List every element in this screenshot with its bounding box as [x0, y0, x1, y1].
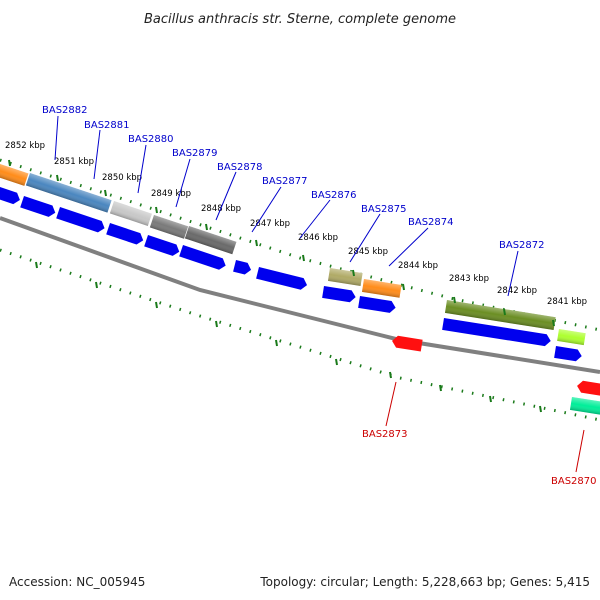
- gene-label-forward[interactable]: BAS2882: [42, 105, 88, 116]
- cds-arrow: [233, 260, 252, 275]
- kbp-label: 2844 kbp: [398, 261, 438, 271]
- genome-backbone: [0, 216, 600, 374]
- leader-line: [175, 158, 191, 208]
- leader-line: [575, 429, 585, 473]
- kbp-label: 2849 kbp: [151, 189, 191, 199]
- outer-major-tick: [503, 308, 506, 316]
- inner-major-tick: [439, 384, 442, 392]
- inner-major-tick: [95, 281, 98, 289]
- outer-major-tick: [155, 206, 158, 214]
- gene-label-forward[interactable]: BAS2874: [408, 217, 454, 228]
- inner-major-tick: [489, 395, 492, 403]
- inner-major-tick: [389, 371, 392, 379]
- cds-arrow: [0, 185, 20, 205]
- feature-block-steelblue: [25, 173, 112, 213]
- cds-track: [0, 185, 582, 362]
- kbp-label: 2842 kbp: [497, 286, 537, 296]
- feature-track: [0, 162, 586, 346]
- inner-tick-track: [0, 248, 600, 422]
- outer-major-tick: [255, 239, 258, 247]
- forward-gene-labels: BAS2882 BAS2881 BAS2880 BAS2879 BAS2878 …: [42, 105, 545, 297]
- leader-line: [54, 115, 59, 161]
- outer-major-tick: [453, 296, 456, 304]
- gene-label-forward[interactable]: BAS2878: [217, 162, 263, 173]
- feature-block-lime: [557, 329, 586, 346]
- kbp-label: 2843 kbp: [449, 274, 489, 284]
- accession-text: Accession: NC_005945: [9, 575, 145, 589]
- inner-major-tick: [155, 301, 158, 309]
- leader-line: [507, 250, 519, 297]
- leader-line: [388, 227, 429, 267]
- kbp-label: 2846 kbp: [298, 233, 338, 243]
- cds-arrow: [322, 286, 356, 303]
- kbp-label: 2852 kbp: [5, 141, 45, 151]
- outer-major-tick: [205, 223, 208, 231]
- inner-major-tick: [275, 339, 278, 347]
- cds-arrow: [442, 318, 551, 347]
- cds-arrow: [20, 196, 56, 217]
- map-title: Bacillus anthracis str. Sterne, complete…: [144, 12, 456, 27]
- leader-line: [385, 381, 397, 427]
- gene-label-forward[interactable]: BAS2877: [262, 176, 308, 187]
- outer-major-tick: [302, 254, 305, 262]
- gene-label-forward[interactable]: BAS2879: [172, 148, 218, 159]
- gene-label-forward[interactable]: BAS2876: [311, 190, 357, 201]
- gene-label-forward[interactable]: BAS2881: [84, 120, 130, 131]
- reverse-feature-track: [392, 335, 600, 416]
- feature-block-khaki: [327, 268, 363, 287]
- feature-block-olive: [444, 300, 556, 331]
- gene-label-forward[interactable]: BAS2872: [499, 240, 545, 251]
- leader-line: [215, 171, 237, 221]
- gene-label-forward[interactable]: BAS2880: [128, 134, 174, 145]
- cds-arrow: [106, 223, 144, 245]
- leader-line: [251, 186, 282, 233]
- leader-line: [93, 129, 101, 180]
- outer-major-tick: [402, 283, 405, 291]
- inner-major-tick: [539, 405, 542, 413]
- kbp-label: 2847 kbp: [250, 219, 290, 229]
- cds-arrow: [179, 245, 226, 270]
- cds-arrow: [56, 207, 105, 233]
- cds-arrow: [554, 346, 582, 362]
- inner-major-tick: [35, 261, 38, 269]
- reverse-cds-arrow-bas2873: [392, 335, 423, 352]
- kbp-label: 2851 kbp: [54, 157, 94, 167]
- feature-block-lightgray: [109, 201, 152, 227]
- inner-major-tick: [215, 320, 218, 328]
- outer-major-tick: [552, 319, 555, 327]
- leader-line: [349, 213, 381, 263]
- cds-arrow: [256, 267, 308, 290]
- outer-major-tick: [104, 189, 107, 197]
- kbp-label: 2841 kbp: [547, 297, 587, 307]
- inner-tick-dots: [0, 248, 600, 422]
- gene-label-forward[interactable]: BAS2875: [361, 204, 407, 215]
- kbp-label: 2845 kbp: [348, 247, 388, 257]
- outer-tick-track: [0, 158, 600, 332]
- reverse-cds-arrow-bas2870: [577, 380, 600, 397]
- inner-major-tick: [335, 358, 338, 366]
- outer-major-tick: [8, 159, 11, 167]
- ruler: 2852 kbp 2851 kbp 2850 kbp 2849 kbp 2848…: [5, 141, 587, 327]
- feature-block-orange-left: [0, 162, 29, 186]
- outer-major-tick: [352, 269, 355, 277]
- cds-arrow: [358, 296, 396, 313]
- genome-summary-text: Topology: circular; Length: 5,228,663 bp…: [259, 575, 590, 589]
- feature-block-springgreen: [569, 397, 600, 416]
- leader-line: [299, 199, 331, 239]
- outer-major-tick: [56, 174, 59, 182]
- outer-tick-dots: [0, 158, 600, 332]
- gene-label-reverse[interactable]: BAS2870: [551, 476, 597, 487]
- cds-arrow: [144, 235, 180, 256]
- feature-block-darkgray: [184, 226, 237, 255]
- leader-line: [137, 144, 147, 194]
- reverse-gene-labels: BAS2873 BAS2870: [362, 381, 597, 487]
- kbp-label: 2850 kbp: [102, 173, 142, 183]
- feature-block-orange: [361, 279, 402, 298]
- gene-label-reverse[interactable]: BAS2873: [362, 429, 408, 440]
- feature-block-gray: [149, 215, 189, 239]
